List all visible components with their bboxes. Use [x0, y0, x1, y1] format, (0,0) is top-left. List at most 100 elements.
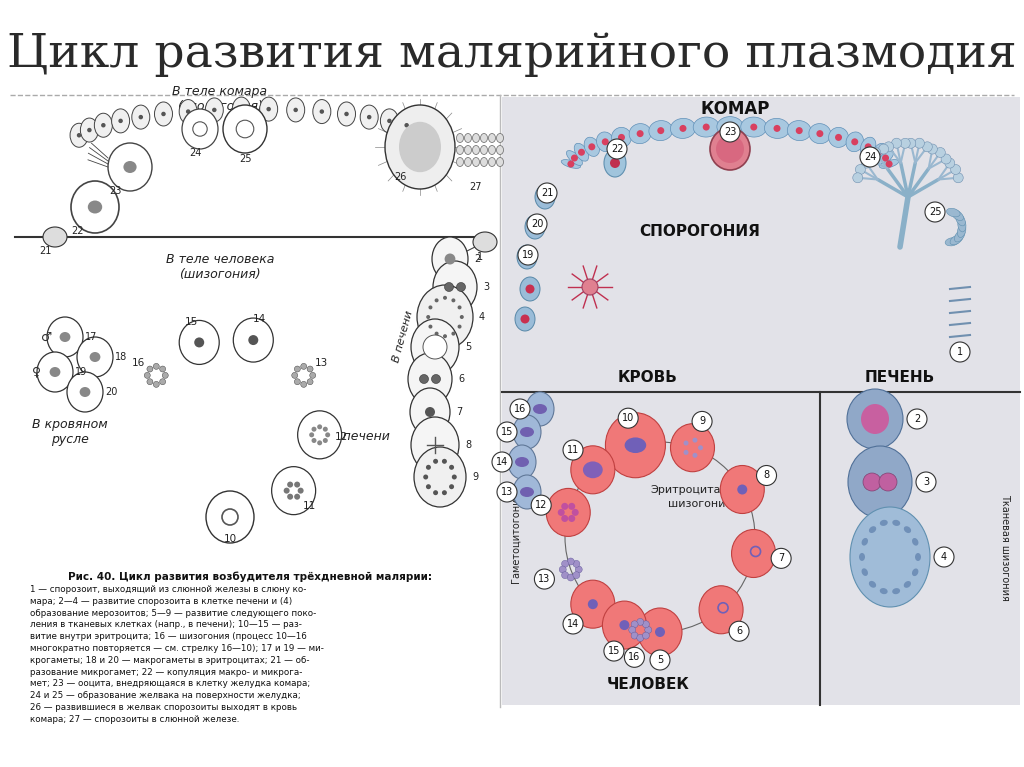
Ellipse shape: [946, 209, 961, 217]
Ellipse shape: [233, 318, 273, 362]
Text: Тканевая шизогония: Тканевая шизогония: [1000, 493, 1010, 601]
Ellipse shape: [37, 352, 73, 392]
Text: 22: 22: [610, 144, 624, 154]
Ellipse shape: [81, 118, 98, 142]
Circle shape: [541, 193, 550, 202]
Ellipse shape: [465, 133, 471, 143]
Circle shape: [294, 494, 300, 500]
Ellipse shape: [298, 411, 342, 459]
Ellipse shape: [49, 367, 60, 377]
Text: 13: 13: [539, 574, 551, 584]
Circle shape: [916, 472, 936, 492]
Circle shape: [618, 408, 638, 428]
Circle shape: [655, 627, 665, 637]
Ellipse shape: [205, 98, 223, 122]
Circle shape: [146, 366, 153, 372]
Circle shape: [426, 465, 431, 470]
Ellipse shape: [520, 427, 534, 437]
Text: 13: 13: [501, 487, 513, 497]
Text: 11: 11: [567, 445, 580, 455]
Circle shape: [935, 147, 945, 157]
Circle shape: [239, 107, 244, 111]
Text: В теле комара
(спорогония): В теле комара (спорогония): [172, 85, 267, 113]
Circle shape: [154, 364, 160, 370]
Text: 25: 25: [929, 207, 941, 217]
Circle shape: [578, 149, 585, 156]
Ellipse shape: [488, 133, 496, 143]
Ellipse shape: [380, 109, 398, 133]
Ellipse shape: [945, 238, 959, 246]
Circle shape: [563, 440, 583, 460]
Text: 16: 16: [514, 404, 526, 414]
Circle shape: [510, 399, 530, 419]
Text: 21: 21: [541, 188, 553, 198]
Text: 9: 9: [699, 416, 706, 426]
Ellipse shape: [693, 117, 719, 137]
Circle shape: [914, 138, 925, 148]
Circle shape: [525, 285, 535, 294]
Text: ЧЕЛОВЕК: ЧЕЛОВЕК: [606, 677, 689, 692]
Circle shape: [458, 305, 462, 309]
Ellipse shape: [671, 118, 695, 138]
Ellipse shape: [465, 157, 471, 166]
Text: Гаметоцитогония: Гаметоцитогония: [511, 492, 521, 583]
Ellipse shape: [846, 132, 863, 152]
Ellipse shape: [629, 123, 651, 143]
Ellipse shape: [457, 146, 464, 154]
Ellipse shape: [871, 143, 886, 161]
Text: СПОРОГОНИЯ: СПОРОГОНИЯ: [640, 225, 761, 239]
Ellipse shape: [535, 185, 555, 209]
Circle shape: [535, 569, 554, 589]
Ellipse shape: [828, 127, 849, 147]
Text: 12: 12: [535, 500, 548, 510]
Circle shape: [865, 154, 874, 164]
Text: 1: 1: [957, 347, 963, 357]
Circle shape: [637, 634, 644, 641]
Circle shape: [301, 364, 307, 370]
Ellipse shape: [124, 161, 136, 173]
Circle shape: [953, 173, 964, 183]
Ellipse shape: [731, 529, 775, 578]
Circle shape: [248, 335, 258, 345]
Circle shape: [195, 337, 204, 347]
Circle shape: [144, 372, 151, 378]
Circle shape: [683, 450, 688, 455]
Text: 6: 6: [736, 626, 742, 636]
Circle shape: [530, 222, 540, 232]
Ellipse shape: [338, 102, 355, 126]
Ellipse shape: [809, 123, 830, 143]
Ellipse shape: [957, 224, 966, 238]
Ellipse shape: [480, 146, 487, 154]
Ellipse shape: [397, 114, 416, 137]
Circle shape: [855, 164, 865, 175]
Ellipse shape: [861, 538, 868, 545]
Circle shape: [816, 130, 823, 137]
Circle shape: [497, 422, 517, 442]
Circle shape: [311, 438, 316, 443]
Text: 4: 4: [941, 552, 947, 562]
Circle shape: [559, 566, 566, 573]
Ellipse shape: [868, 581, 877, 588]
Ellipse shape: [520, 487, 534, 497]
Circle shape: [323, 438, 328, 443]
Circle shape: [326, 433, 330, 437]
Circle shape: [87, 128, 91, 133]
Text: 9: 9: [472, 472, 478, 482]
Ellipse shape: [954, 229, 965, 242]
Ellipse shape: [457, 133, 464, 143]
Ellipse shape: [720, 466, 764, 513]
Ellipse shape: [43, 227, 67, 247]
Text: 19: 19: [75, 367, 87, 377]
Ellipse shape: [408, 353, 452, 405]
Ellipse shape: [604, 149, 626, 177]
Ellipse shape: [951, 210, 964, 221]
Text: 3: 3: [923, 477, 929, 487]
Ellipse shape: [671, 423, 715, 472]
Circle shape: [860, 147, 880, 167]
Circle shape: [617, 134, 625, 141]
Ellipse shape: [77, 337, 113, 377]
Circle shape: [629, 627, 636, 634]
Circle shape: [309, 433, 314, 437]
Circle shape: [497, 482, 517, 502]
Circle shape: [853, 173, 863, 183]
